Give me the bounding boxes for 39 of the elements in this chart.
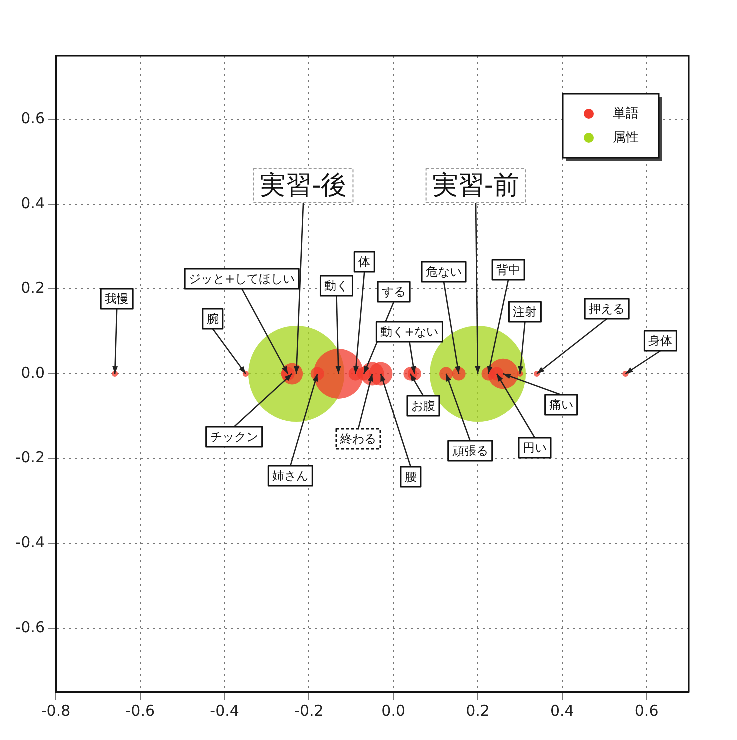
annotation: 動く+ない bbox=[380, 325, 439, 340]
annotation: チックン bbox=[210, 430, 258, 444]
y-tick-label: 0.6 bbox=[21, 109, 45, 128]
x-tick-label: 0.6 bbox=[634, 702, 659, 720]
annotation: 注射 bbox=[513, 305, 538, 320]
y-tick-label: -0.6 bbox=[16, 618, 45, 636]
x-tick-label: 0.0 bbox=[382, 702, 406, 720]
annotation: 頑張る bbox=[452, 444, 488, 458]
x-tick-label: -0.4 bbox=[210, 702, 240, 720]
legend-label: 属性 bbox=[613, 130, 639, 146]
annotation: 危ない bbox=[426, 265, 462, 280]
legend-label: 単語 bbox=[613, 106, 639, 122]
annotation: 腰 bbox=[404, 470, 417, 484]
annotation: 姉さん bbox=[272, 469, 309, 484]
annotation: ジッと+してほしい bbox=[189, 272, 296, 286]
annotation: 体 bbox=[358, 255, 371, 270]
y-tick-label: 0.0 bbox=[21, 364, 45, 382]
annotation: お腹 bbox=[411, 399, 436, 414]
x-tick-label: -0.6 bbox=[126, 702, 156, 720]
annotation: 身体 bbox=[648, 334, 673, 348]
x-tick-label: 0.2 bbox=[466, 702, 490, 720]
x-tick-label: 0.4 bbox=[550, 702, 574, 720]
annotation: 我慢 bbox=[105, 292, 130, 306]
x-tick-label: -0.2 bbox=[294, 702, 324, 720]
y-tick-label: 0.2 bbox=[21, 279, 45, 298]
annotation: 実習-前 bbox=[432, 170, 520, 201]
annotation: 痛い bbox=[549, 398, 574, 412]
annotation: 背中 bbox=[496, 263, 521, 278]
annotation: 円い bbox=[522, 441, 547, 456]
annotation: 押える bbox=[589, 302, 626, 316]
annotation: 実習-後 bbox=[260, 170, 348, 201]
annotation: 動く bbox=[324, 279, 349, 294]
y-tick-label: 0.4 bbox=[21, 194, 45, 212]
x-tick-label: -0.8 bbox=[41, 702, 71, 720]
annotation: 腕 bbox=[206, 312, 219, 326]
y-tick-label: -0.2 bbox=[16, 448, 45, 467]
annotation: する bbox=[382, 285, 406, 300]
y-tick-label: -0.4 bbox=[16, 533, 45, 552]
annotation: 終わる bbox=[340, 432, 376, 446]
